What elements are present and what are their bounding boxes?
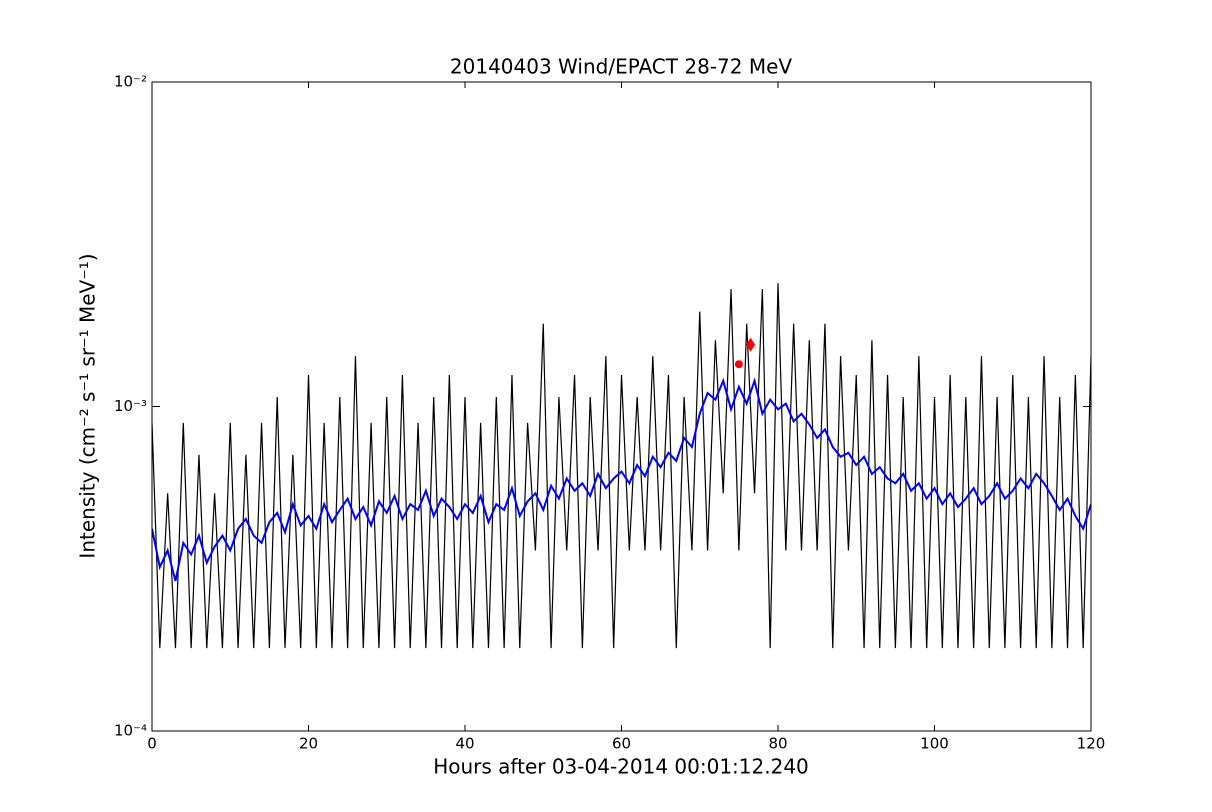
- y-tick-label: 10⁻²: [114, 73, 147, 91]
- x-tick-label: 100: [920, 735, 949, 753]
- y-tick-label: 10⁻³: [114, 397, 147, 415]
- x-tick-label: 120: [1077, 735, 1106, 753]
- marker: [746, 337, 756, 352]
- x-tick-label: 0: [147, 735, 157, 753]
- data-line: [152, 377, 1091, 582]
- x-tick-label: 20: [299, 735, 318, 753]
- x-tick-label: 80: [768, 735, 787, 753]
- data-line: [152, 283, 1091, 649]
- x-axis-label: Hours after 03-04-2014 00:01:12.240: [433, 755, 809, 779]
- chart-title: 20140403 Wind/EPACT 28-72 MeV: [450, 55, 792, 79]
- plot-frame: [151, 81, 1092, 732]
- marker: [734, 360, 743, 369]
- x-tick-label: 40: [455, 735, 474, 753]
- x-tick-label: 60: [612, 735, 631, 753]
- y-tick-label: 10⁻⁴: [114, 722, 147, 740]
- y-axis-label: Intensity (cm⁻² s⁻¹ sr⁻¹ MeV⁻¹): [76, 253, 100, 558]
